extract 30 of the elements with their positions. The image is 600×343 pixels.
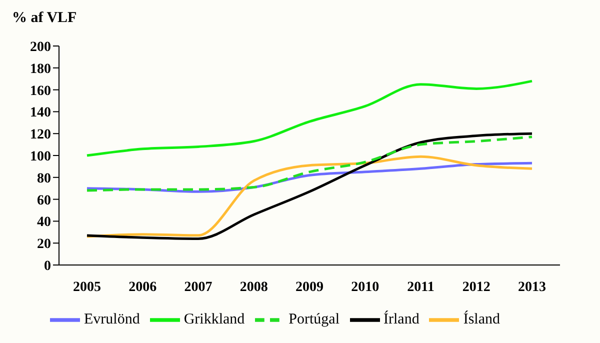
y-tick-label: 60: [37, 193, 51, 208]
x-tick-label: 2008: [240, 280, 268, 295]
x-tick-label: 2012: [462, 280, 490, 295]
y-tick-label: 120: [30, 128, 51, 143]
y-axis-title: % af VLF: [12, 10, 77, 27]
y-tick-label: 160: [30, 84, 51, 99]
y-tick-label: 80: [37, 171, 51, 186]
x-tick-label: 2009: [296, 280, 324, 295]
y-tick-label: 100: [30, 149, 51, 164]
y-tick-label: 20: [37, 237, 51, 252]
y-tick-label: 200: [30, 40, 51, 55]
x-tick-label: 2005: [73, 280, 101, 295]
y-tick-label: 140: [30, 106, 51, 121]
legend-label: Evrulönd: [84, 311, 140, 328]
line-series: [86, 80, 534, 157]
line-series: [86, 136, 534, 192]
x-tick-label: 2011: [407, 280, 434, 295]
line-series: [86, 132, 534, 240]
y-tick-label: 0: [44, 258, 51, 274]
x-tick-label: 2006: [128, 280, 157, 295]
x-tick-label: 2010: [351, 280, 380, 295]
x-tick-label: 2007: [184, 280, 212, 295]
x-tick-label: 2013: [518, 280, 546, 295]
line-series: [86, 155, 534, 238]
y-tick-label: 40: [37, 215, 51, 230]
legend-label: Ísland: [463, 311, 500, 328]
legend-label: Grikkland: [184, 311, 245, 328]
y-tick-label: 180: [30, 62, 51, 77]
legend-label: Portúgal: [288, 311, 340, 328]
legend-label: Írland: [384, 311, 420, 328]
